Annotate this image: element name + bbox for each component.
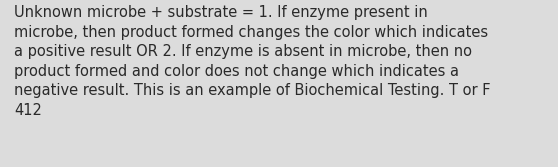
Text: Unknown microbe + substrate = 1. If enzyme present in
microbe, then product form: Unknown microbe + substrate = 1. If enzy… [14, 5, 490, 118]
